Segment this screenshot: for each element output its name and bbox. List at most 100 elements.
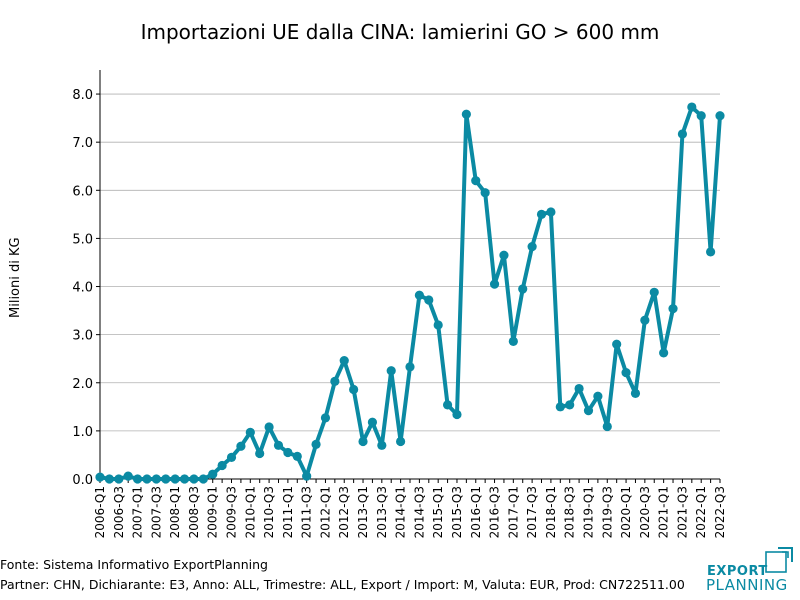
data-point [442,400,453,410]
y-tick-label: 1.0 [72,425,93,440]
data-point [452,409,462,420]
data-point [104,474,114,484]
y-tick-label: 5.0 [72,232,93,247]
data-point [339,356,349,366]
data-point [602,421,612,432]
data-point [424,295,434,305]
x-tick-label: 2018-Q3 [563,486,577,538]
data-point [715,111,725,121]
data-point [264,422,274,432]
x-tick-label: 2015-Q1 [431,486,445,538]
x-tick-label: 2008-Q3 [187,486,201,538]
logo-text-planning: PLANNING [706,576,788,594]
x-tick-label: 2012-Q3 [337,486,351,538]
data-point [95,472,105,482]
data-point [414,290,424,300]
data-point [583,406,594,416]
data-point [142,474,152,484]
y-tick-label: 2.0 [72,377,93,392]
data-point [593,391,603,401]
data-point [358,436,368,447]
x-tick-label: 2009-Q1 [206,486,220,538]
data-point [170,474,180,484]
x-tick-label: 2008-Q1 [168,486,182,538]
source-note: Fonte: Sistema Informativo ExportPlannin… [0,557,268,572]
x-tick-label: 2020-Q3 [638,486,652,538]
parameters-note: Partner: CHN, Dichiarante: E3, Anno: ALL… [0,577,685,592]
y-tick-label: 3.0 [72,329,93,344]
data-point [640,315,650,325]
x-axis-ticks: 2006-Q1 2006-Q3 2007-Q1 2007-Q3 2008-Q1 2008-… [93,479,727,538]
x-tick-label: 2006-Q3 [112,486,126,538]
x-tick-label: 2022-Q3 [713,486,727,538]
x-tick-label: 2007-Q3 [149,486,163,538]
data-point [226,452,237,462]
x-tick-label: 2007-Q1 [131,486,145,538]
series-imports [95,102,725,484]
logo-text-export: EXPORT [707,564,768,579]
data-point [527,241,537,252]
x-tick-label: 2019-Q3 [600,486,614,538]
data-point [255,448,265,459]
data-point [546,207,556,217]
data-point [236,441,246,451]
data-point [320,413,331,423]
exportplanning-logo: EXPORT PLANNING [704,546,796,594]
data-point [198,474,208,484]
logo-mark-icon [765,547,793,573]
x-tick-label: 2014-Q3 [412,486,426,538]
data-point [302,471,312,481]
data-point [377,440,387,450]
y-tick-label: 7.0 [72,136,93,151]
data-point [499,250,509,260]
x-tick-label: 2014-Q1 [394,486,408,538]
x-tick-label: 2019-Q1 [581,486,595,538]
y-tick-label: 8.0 [72,88,93,103]
data-point [189,474,199,484]
x-tick-label: 2022-Q1 [694,486,708,538]
x-tick-label: 2011-Q3 [300,486,314,538]
data-point [574,383,584,394]
y-axis-ticks: 0.0 1.0 2.0 3.0 4.0 5.0 6.0 7.0 8.0 [72,88,100,488]
data-point [292,451,302,461]
x-tick-label: 2013-Q1 [356,486,370,538]
data-point [565,400,575,410]
data-point [405,362,415,372]
data-point [273,440,284,450]
data-point [461,109,471,119]
data-point [433,320,443,330]
x-tick-label: 2012-Q1 [318,486,332,538]
data-point [536,209,547,219]
data-point [123,471,133,481]
data-point [349,384,359,395]
data-point [367,417,378,427]
data-point [518,284,528,294]
data-point [114,474,124,484]
x-tick-label: 2009-Q3 [225,486,239,538]
x-tick-label: 2010-Q1 [243,486,257,538]
data-point [330,376,340,386]
y-tick-label: 4.0 [72,281,93,296]
data-point [696,111,706,121]
series-line [98,105,722,481]
x-tick-label: 2006-Q1 [93,486,107,538]
x-tick-label: 2018-Q1 [544,486,558,538]
axes [99,70,720,480]
data-point [471,176,481,186]
data-point [677,129,688,139]
y-tick-label: 6.0 [72,184,93,199]
data-point [659,348,669,358]
x-tick-label: 2016-Q3 [488,486,502,538]
data-point [208,469,218,479]
data-point [668,304,678,314]
data-point [132,474,143,484]
x-tick-label: 2020-Q1 [619,486,633,538]
x-tick-label: 2013-Q3 [375,486,389,538]
x-tick-label: 2017-Q1 [506,486,520,538]
chart-title: Importazioni UE dalla CINA: lamierini GO… [140,20,660,44]
data-point [217,460,227,471]
x-tick-label: 2021-Q3 [675,486,689,538]
data-point [649,287,659,297]
data-point [612,339,622,349]
